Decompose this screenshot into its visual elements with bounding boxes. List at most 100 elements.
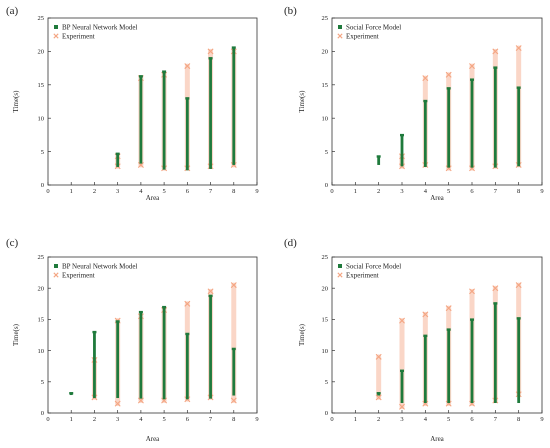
y-tick-label: 5 <box>325 149 328 156</box>
y-tick-label: 0 <box>41 182 44 189</box>
model-range <box>493 67 497 168</box>
x-tick-label: 7 <box>494 188 498 195</box>
x-tick-label: 5 <box>447 416 450 423</box>
y-tick-label: 20 <box>38 285 45 292</box>
x-tick-label: 6 <box>470 188 474 195</box>
model-range <box>517 87 521 167</box>
chart-panel-3: (c) 0 1 2 3 4 5 6 7 8 9 0 5 10 15 20 25 Area Time(s) BP Neu… <box>6 237 259 443</box>
y-tick-label: 0 <box>325 182 328 189</box>
x-tick-label: 9 <box>255 416 258 423</box>
x-axis-title: Area <box>430 435 444 443</box>
x-tick-label: 9 <box>255 188 258 195</box>
x-tick-label: 0 <box>46 416 49 423</box>
model-range <box>400 134 404 167</box>
x-tick-label: 2 <box>93 416 96 423</box>
experiment-marker <box>445 165 452 172</box>
model-range <box>423 335 427 404</box>
x-tick-label: 0 <box>330 416 333 423</box>
model-marker <box>185 332 190 336</box>
y-tick-label: 0 <box>325 410 328 417</box>
experiment-marker <box>469 63 475 70</box>
model-marker <box>69 392 74 395</box>
x-tick-label: 1 <box>354 188 357 195</box>
plot-frame <box>47 256 258 414</box>
x-tick-label: 1 <box>70 188 73 195</box>
y-tick-label: 20 <box>38 49 45 56</box>
experiment-marker <box>207 288 214 295</box>
model-marker <box>208 57 213 60</box>
experiment-marker <box>422 400 429 407</box>
model-marker <box>92 330 97 334</box>
x-tick-label: 4 <box>139 188 143 195</box>
y-tick-label: 15 <box>38 82 45 89</box>
legend-experiment-marker <box>53 33 59 39</box>
legend-model-marker <box>54 264 58 268</box>
experiment-marker <box>445 71 452 78</box>
x-tick-label: 6 <box>186 416 190 423</box>
experiment-marker <box>469 400 475 407</box>
experiment-marker <box>445 400 452 407</box>
x-tick-label: 6 <box>470 416 474 423</box>
model-range <box>185 333 189 400</box>
model-marker <box>208 294 213 298</box>
x-tick-label: 9 <box>540 416 543 423</box>
experiment-marker <box>161 397 168 404</box>
experiment-marker <box>375 353 382 360</box>
x-tick-label: 8 <box>232 188 235 195</box>
legend-label: Social Force Model <box>346 23 401 31</box>
y-tick-label: 20 <box>322 49 329 56</box>
model-marker <box>400 133 404 137</box>
panel-label: (d) <box>284 237 297 249</box>
model-range <box>139 311 143 399</box>
model-marker <box>516 86 521 89</box>
experiment-marker <box>469 165 475 172</box>
model-marker <box>162 70 167 73</box>
legend-model-marker <box>338 264 342 268</box>
model-marker <box>423 334 428 338</box>
x-tick-label: 1 <box>70 416 73 423</box>
experiment-marker <box>137 161 144 168</box>
chart-panel-1: (a) 0 1 2 3 4 5 6 7 8 9 0 5 10 15 20 25 Area Time(s) BP Neu… <box>6 5 259 202</box>
model-marker <box>493 66 498 69</box>
y-tick-label: 15 <box>38 317 45 324</box>
model-range <box>232 348 236 396</box>
plot-frame <box>331 256 543 414</box>
y-tick-label: 25 <box>322 254 329 261</box>
x-tick-label: 3 <box>400 416 403 423</box>
y-axis-title: Time(s) <box>12 90 20 113</box>
model-range <box>447 329 451 404</box>
y-tick-label: 5 <box>41 379 44 386</box>
y-tick-label: 15 <box>322 82 329 89</box>
experiment-marker <box>399 317 405 324</box>
plot-frame <box>47 17 258 186</box>
model-range <box>377 156 381 165</box>
y-tick-label: 0 <box>41 410 44 417</box>
model-marker <box>231 347 236 351</box>
x-tick-label: 8 <box>517 416 520 423</box>
x-tick-label: 0 <box>330 188 333 195</box>
legend-experiment-marker <box>337 272 343 278</box>
experiment-marker <box>230 397 237 404</box>
panel-label: (b) <box>284 5 297 17</box>
experiment-marker <box>469 288 475 295</box>
x-tick-label: 8 <box>517 188 520 195</box>
x-tick-label: 6 <box>186 188 190 195</box>
experiment-marker <box>375 394 382 401</box>
model-marker <box>493 302 498 305</box>
model-marker <box>115 320 120 323</box>
legend-label: Experiment <box>346 32 379 40</box>
legend-model-marker <box>338 25 342 29</box>
model-marker <box>138 310 143 314</box>
model-range <box>493 303 497 404</box>
legend-label: Experiment <box>346 271 379 279</box>
y-axis-title: Time(s) <box>298 323 306 346</box>
y-tick-label: 10 <box>322 115 329 122</box>
model-marker <box>446 87 451 90</box>
model-range <box>423 100 427 167</box>
x-tick-label: 4 <box>139 416 143 423</box>
y-tick-label: 10 <box>38 115 45 122</box>
plot-frame <box>331 17 543 186</box>
model-range <box>162 71 166 170</box>
x-tick-label: 7 <box>209 188 213 195</box>
